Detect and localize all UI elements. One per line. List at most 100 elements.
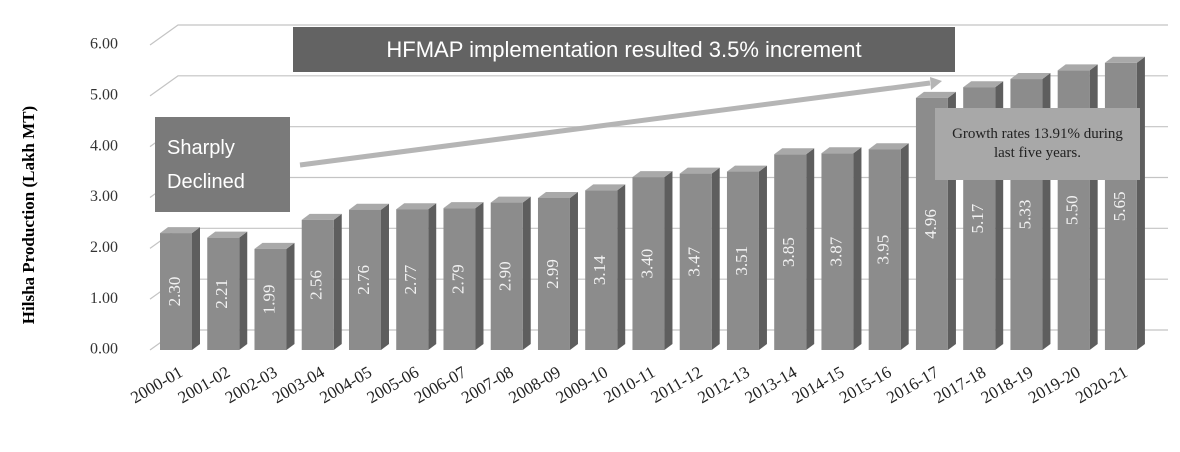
x-tick-label: 2000-01 — [127, 362, 186, 407]
value-label: 5.17 — [968, 203, 987, 233]
bar-side — [333, 213, 342, 350]
bar-top — [443, 202, 484, 209]
y-tick-label: 5.00 — [90, 87, 118, 104]
annotation: Sharply Declined — [155, 117, 290, 212]
bar — [207, 237, 240, 350]
bar-side — [900, 143, 909, 350]
bar — [679, 173, 712, 350]
bar — [821, 153, 854, 350]
value-label: 3.51 — [732, 246, 751, 276]
x-tick-label: 2011-12 — [648, 362, 706, 406]
x-tick-label: 2008-09 — [505, 362, 564, 407]
bar-top — [632, 171, 673, 178]
bar-top — [1104, 56, 1145, 63]
x-tick-label: 2001-02 — [175, 362, 234, 407]
y-axis-label: Hilsha Production (Lakh MT) — [19, 106, 38, 324]
bar-side — [758, 165, 767, 350]
y-tick-label: 0.00 — [90, 341, 118, 358]
x-tick-label: 2016-17 — [883, 362, 942, 407]
bar-top — [1010, 73, 1051, 80]
x-tick-label: 2006-07 — [411, 362, 470, 407]
x-tick-label: 2010-11 — [600, 362, 658, 406]
bar-top — [1057, 64, 1098, 71]
bar-top — [585, 184, 626, 191]
bar — [537, 198, 570, 350]
bar-top — [490, 196, 531, 203]
x-tick-label: 2019-20 — [1025, 362, 1084, 407]
bar-top — [348, 203, 389, 210]
bar-side — [475, 202, 484, 350]
value-label: 3.40 — [637, 249, 656, 279]
bar-side — [806, 148, 815, 350]
bar — [443, 208, 476, 350]
value-label: 5.33 — [1015, 200, 1034, 230]
x-tick-label: 2004-05 — [316, 362, 375, 407]
value-label: 2.79 — [448, 264, 467, 294]
bar-top — [726, 165, 767, 172]
bar-side — [569, 192, 578, 350]
value-label: 1.99 — [259, 285, 278, 315]
bar — [726, 171, 759, 350]
arrow — [299, 80, 931, 168]
bar — [774, 154, 807, 350]
bar — [160, 233, 192, 350]
value-label: 2.76 — [354, 265, 373, 295]
bar — [868, 149, 901, 350]
bar-top — [301, 213, 342, 220]
bar — [396, 209, 429, 350]
y-tick-label: 1.00 — [90, 290, 118, 307]
y-tick-label: 6.00 — [90, 36, 118, 53]
bar-top — [915, 91, 956, 98]
bar-side — [522, 196, 531, 350]
grid-line — [149, 24, 1168, 46]
y-tick-label: 4.00 — [90, 137, 118, 154]
x-tick-label: 2002-03 — [222, 362, 281, 407]
value-label: 2.30 — [165, 277, 184, 307]
value-label: 3.14 — [590, 255, 609, 285]
bar — [585, 190, 618, 350]
grid-line — [149, 75, 1168, 97]
bar-side — [617, 184, 626, 350]
bar — [632, 177, 665, 350]
annotation: Growth rates 13.91% during last five yea… — [935, 108, 1140, 180]
value-label: 5.50 — [1063, 195, 1082, 225]
x-tick-label: 2018-19 — [978, 362, 1037, 407]
x-tick-label: 2007-08 — [458, 362, 517, 407]
bar-side — [664, 171, 673, 350]
bar-top — [774, 148, 815, 155]
arrow-head — [930, 77, 942, 90]
bar-side — [286, 242, 295, 350]
x-tick-label: 2013-14 — [742, 362, 801, 407]
bar-top — [679, 167, 720, 174]
bar-side — [711, 167, 720, 350]
value-label: 3.47 — [685, 246, 704, 276]
bar — [348, 209, 381, 350]
x-tick-label: 2017-18 — [931, 362, 990, 407]
bar — [254, 248, 287, 350]
value-label: 2.90 — [496, 261, 515, 291]
bar-side — [1136, 56, 1145, 351]
y-tick-label: 2.00 — [90, 239, 118, 256]
y-tick-label: 3.00 — [90, 188, 118, 205]
value-label: 3.95 — [874, 235, 893, 265]
x-tick-label: 2020-21 — [1072, 362, 1131, 407]
bar-top — [160, 227, 200, 234]
x-tick-label: 2009-10 — [553, 362, 612, 407]
value-label: 3.87 — [826, 236, 845, 266]
annotation: HFMAP implementation resulted 3.5% incre… — [293, 27, 955, 72]
bar-side — [853, 147, 862, 350]
bar-top — [963, 81, 1004, 88]
bar-top — [396, 203, 437, 210]
bar-top — [254, 242, 295, 249]
value-label: 2.77 — [401, 264, 420, 294]
bar-top — [821, 147, 862, 154]
value-label: 3.85 — [779, 237, 798, 267]
x-tick-label: 2014-15 — [789, 362, 848, 407]
bar-side — [428, 203, 437, 350]
x-tick-label: 2003-04 — [269, 362, 328, 407]
bar-top — [537, 192, 578, 199]
value-label: 4.96 — [921, 209, 940, 239]
x-tick-label: 2015-16 — [836, 362, 895, 407]
bar-side — [192, 227, 200, 350]
